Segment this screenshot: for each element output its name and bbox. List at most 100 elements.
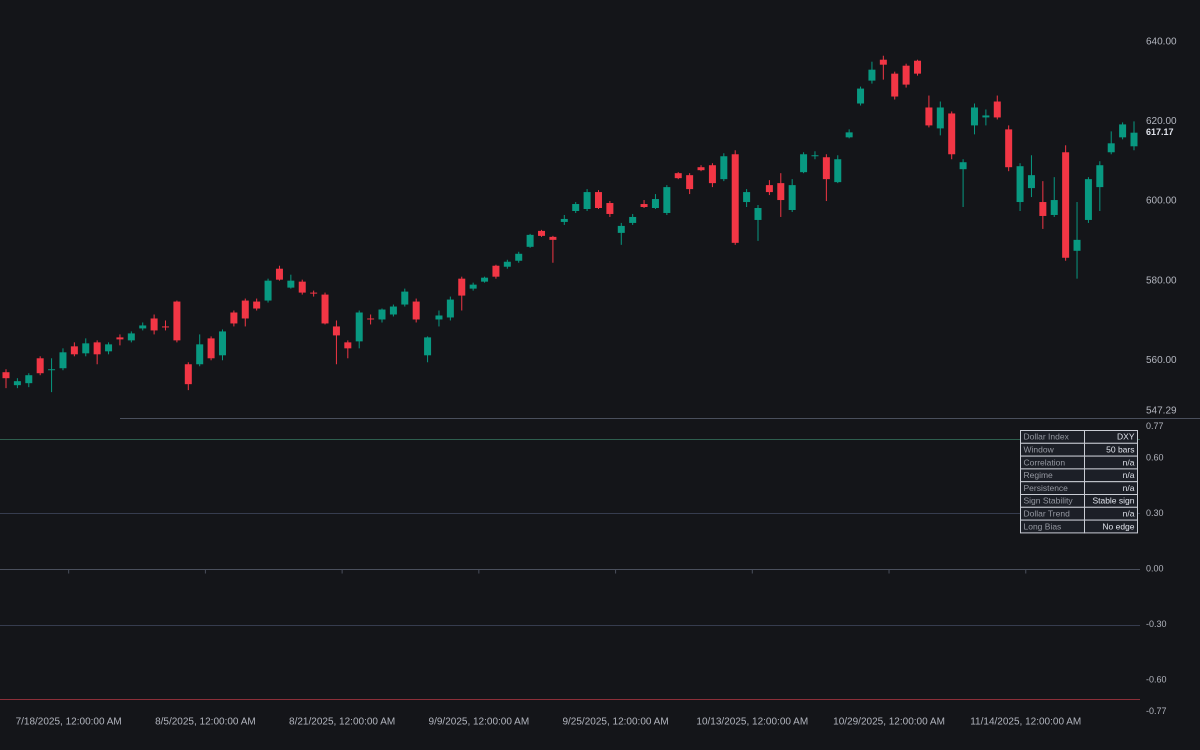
candle-body	[355, 312, 363, 342]
candle-body	[241, 300, 249, 319]
candle-body	[25, 375, 33, 384]
candle-body	[253, 301, 261, 309]
table-cell	[1084, 519, 1138, 534]
y-tick-label: 547.29	[1146, 406, 1177, 417]
candle-body	[310, 292, 318, 294]
candle-body	[207, 338, 215, 359]
candle-body	[868, 69, 876, 81]
candle-body	[560, 218, 568, 222]
candle-body	[1062, 152, 1070, 258]
candle-body	[48, 369, 56, 371]
candle-body	[948, 113, 956, 155]
candle-body	[424, 337, 432, 356]
table-label: Persistence	[1024, 483, 1069, 493]
candle-body	[173, 301, 181, 341]
y-tick-label: 640.00	[1146, 36, 1177, 47]
candle-body	[526, 234, 534, 247]
candle-body	[275, 268, 283, 280]
candle-body	[697, 167, 705, 171]
candle-body	[1130, 132, 1138, 147]
candle-body	[230, 312, 238, 324]
candle-body	[503, 261, 511, 267]
candle-body	[492, 265, 500, 277]
candle-body	[2, 372, 10, 379]
candle-body	[105, 344, 113, 352]
candle-body	[914, 60, 922, 74]
candle-body	[902, 65, 910, 85]
candle-body	[834, 159, 842, 183]
candle-body	[332, 326, 340, 336]
candle-body	[264, 280, 272, 301]
table-value: n/a	[1123, 483, 1135, 493]
candle-body	[731, 154, 739, 243]
candle-body	[1016, 166, 1024, 203]
table-value: Stable sign	[1092, 496, 1134, 506]
indicator-tick-label: -0.77	[1146, 706, 1167, 716]
candle-body	[458, 278, 466, 296]
candle-body	[651, 199, 659, 209]
candle-body	[218, 331, 226, 356]
candle-body	[196, 344, 204, 365]
candle-body	[515, 253, 523, 261]
candle-body	[754, 208, 762, 220]
candle-body	[82, 343, 90, 354]
candle-body	[674, 173, 682, 179]
candle-body	[1096, 165, 1104, 188]
indicator-tick-label: 0.30	[1146, 508, 1164, 518]
candle-body	[765, 185, 773, 193]
candle-body	[879, 59, 887, 65]
candle-body	[606, 203, 614, 214]
candle-body	[367, 318, 375, 320]
candle-body	[777, 183, 785, 201]
candle-body	[1084, 179, 1092, 220]
candle-body	[93, 342, 101, 355]
candle-body	[1107, 143, 1115, 153]
candle-body	[435, 315, 443, 320]
candle-body	[993, 101, 1001, 118]
candle-body	[150, 318, 158, 331]
table-value: n/a	[1123, 457, 1135, 467]
candle-body	[572, 204, 580, 211]
candle-body	[481, 277, 489, 282]
candle-body	[720, 156, 728, 180]
candle-body	[139, 325, 147, 329]
x-tick-label: 9/9/2025, 12:00:00 AM	[429, 717, 530, 728]
candle-body	[925, 107, 933, 126]
candle-body	[936, 107, 944, 129]
candle-body	[629, 216, 637, 223]
table-label: Long Bias	[1024, 521, 1062, 531]
y-tick-label: 560.00	[1146, 355, 1177, 366]
candle-body	[1119, 124, 1127, 138]
indicator-tick-label: 0.60	[1146, 452, 1164, 462]
last-price-label: 617.17	[1146, 127, 1174, 137]
y-tick-label: 620.00	[1146, 116, 1177, 127]
indicator-tick-label: 0.77	[1146, 421, 1164, 431]
candle-body	[1050, 200, 1058, 215]
y-tick-label: 580.00	[1146, 275, 1177, 286]
x-tick-label: 10/29/2025, 12:00:00 AM	[833, 717, 945, 728]
candle-body	[1039, 202, 1047, 216]
candle-body	[549, 236, 557, 240]
candle-body	[891, 73, 899, 97]
candle-body	[344, 342, 352, 349]
candle-body	[116, 337, 124, 340]
x-tick-label: 10/13/2025, 12:00:00 AM	[696, 717, 808, 728]
table-label: Window	[1024, 444, 1055, 454]
candle-body	[845, 132, 853, 138]
indicator-tick-label: -0.30	[1146, 619, 1167, 629]
candle-body	[959, 162, 967, 170]
candle-body	[708, 165, 716, 184]
table-value: No edge	[1102, 521, 1134, 531]
x-tick-label: 8/5/2025, 12:00:00 AM	[155, 717, 256, 728]
candle-body	[743, 192, 751, 203]
candle-body	[59, 352, 67, 369]
y-tick-label: 600.00	[1146, 196, 1177, 207]
candle-body	[70, 346, 78, 355]
candle-body	[412, 301, 420, 320]
candle-body	[594, 192, 602, 209]
candle-body	[162, 326, 170, 328]
table-value: n/a	[1123, 470, 1135, 480]
x-tick-label: 8/21/2025, 12:00:00 AM	[289, 717, 395, 728]
x-tick-label: 7/18/2025, 12:00:00 AM	[16, 717, 122, 728]
